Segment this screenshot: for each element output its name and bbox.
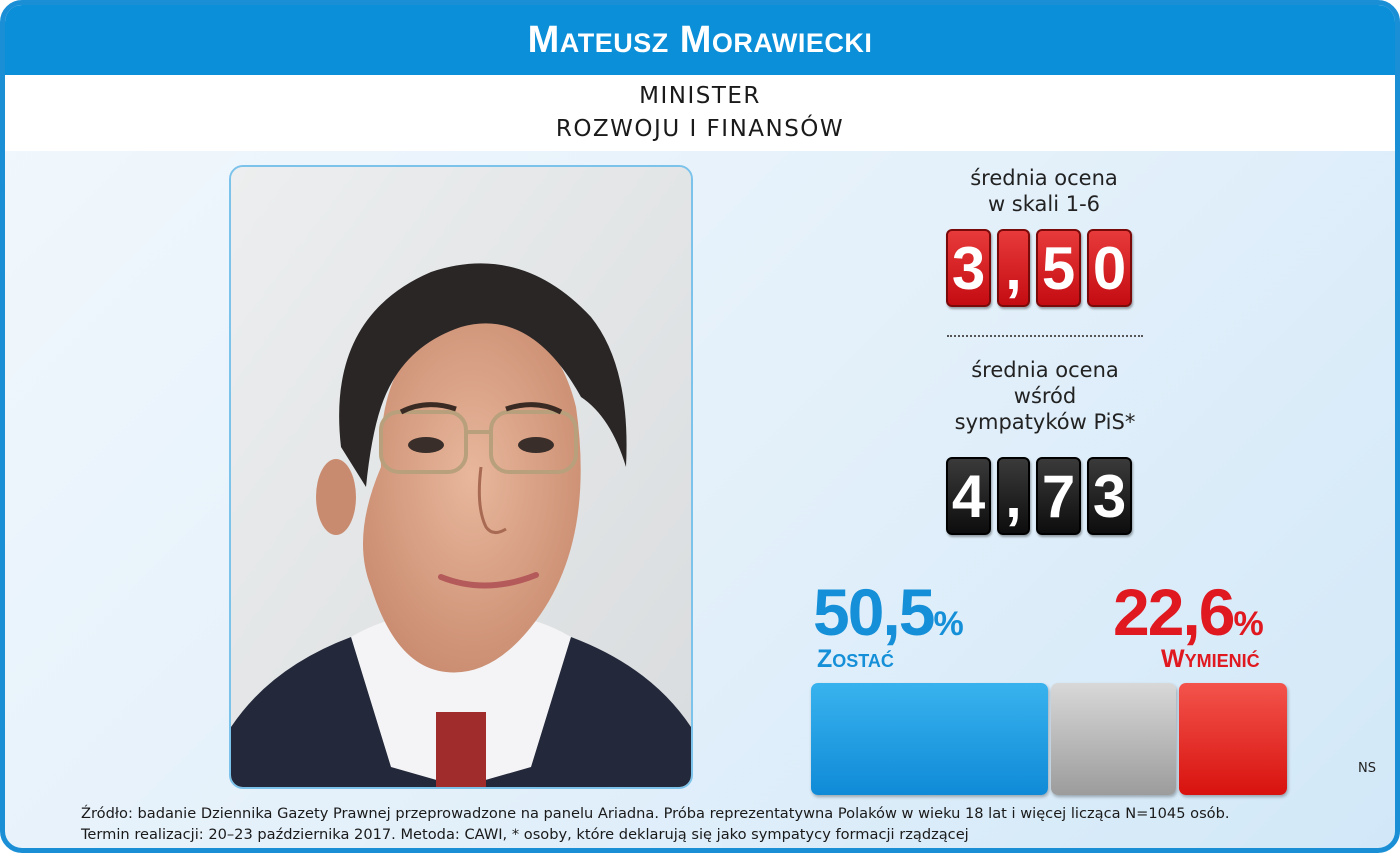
- politician-name-header: Mateusz Morawiecki: [5, 5, 1395, 75]
- stay-percentage-value: 50,5: [813, 575, 935, 649]
- overall-rating-label: średnia ocena w skali 1-6: [935, 165, 1153, 217]
- role-block: MINISTER ROZWOJU I FINANSÓW: [5, 75, 1395, 151]
- pis-rating-label-line-3: sympatyków PiS*: [954, 410, 1136, 434]
- overall-rating-value: 3 , 5 0: [946, 229, 1132, 307]
- pis-rating-digit: 7: [1036, 457, 1081, 535]
- stay-bar: [811, 683, 1049, 795]
- overall-rating-digit: 5: [1036, 229, 1081, 307]
- source-note: Źródło: badanie Dziennika Gazety Prawnej…: [81, 803, 1381, 845]
- source-note-line-2: Termin realizacji: 20–23 października 20…: [81, 826, 969, 843]
- replace-bar: [1179, 683, 1287, 795]
- overall-rating-digit: ,: [997, 229, 1030, 307]
- role-line-1: MINISTER: [639, 83, 761, 109]
- stay-percentage: 50,5%: [813, 579, 964, 657]
- pis-rating-value: 4 , 7 3: [946, 457, 1132, 535]
- pis-rating-label-line-1: średnia ocena: [971, 358, 1119, 382]
- pis-rating-digit: 3: [1087, 457, 1132, 535]
- pis-rating-digit: 4: [946, 457, 991, 535]
- pis-rating-label-line-2: wśród: [1013, 384, 1077, 408]
- dotted-divider: [947, 335, 1143, 337]
- replace-percent-sign: %: [1233, 605, 1264, 643]
- overall-rating-digit: 0: [1087, 229, 1132, 307]
- replace-percentage-value: 22,6: [1113, 575, 1235, 649]
- stay-percent-sign: %: [933, 605, 964, 643]
- pis-rating-label: średnia ocena wśród sympatyków PiS*: [925, 357, 1165, 435]
- portrait-photo: [229, 165, 693, 789]
- role-line-2: ROZWOJU I FINANSÓW: [555, 116, 845, 142]
- author-credit: NS: [1358, 761, 1376, 776]
- pis-rating-digit: ,: [997, 457, 1030, 535]
- replace-label: Wymienić: [1161, 645, 1260, 673]
- overall-rating-label-line-1: średnia ocena: [970, 166, 1118, 190]
- source-note-line-1: Źródło: badanie Dziennika Gazety Prawnej…: [81, 805, 1230, 822]
- replace-percentage: 22,6%: [1113, 579, 1264, 657]
- stay-label: Zostać: [817, 645, 894, 673]
- overall-rating-label-line-2: w skali 1-6: [987, 192, 1101, 216]
- overall-rating-digit: 3: [946, 229, 991, 307]
- undecided-bar: [1051, 683, 1177, 795]
